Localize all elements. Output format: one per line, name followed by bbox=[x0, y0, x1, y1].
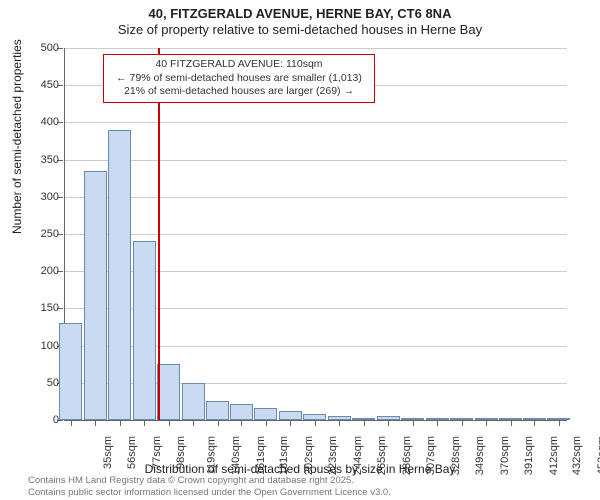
histogram-bar bbox=[279, 411, 302, 420]
x-tick bbox=[559, 420, 560, 426]
histogram-bar bbox=[182, 383, 205, 420]
y-tick-label: 0 bbox=[23, 414, 59, 426]
gridline bbox=[65, 160, 567, 161]
footer-line-1: Contains HM Land Registry data © Crown c… bbox=[28, 475, 391, 486]
chart-plot-area: 05010015020025030035040045050035sqm56sqm… bbox=[64, 48, 567, 421]
histogram-bar bbox=[108, 130, 131, 420]
x-tick bbox=[511, 420, 512, 426]
footer-attribution: Contains HM Land Registry data © Crown c… bbox=[28, 475, 391, 498]
x-tick bbox=[364, 420, 365, 426]
x-tick bbox=[169, 420, 170, 426]
x-axis-title: Distribution of semi-detached houses by … bbox=[0, 462, 600, 476]
gridline bbox=[65, 122, 567, 123]
y-tick-label: 500 bbox=[23, 42, 59, 54]
annotation-line1: 40 FITZGERALD AVENUE: 110sqm bbox=[110, 58, 368, 72]
gridline bbox=[65, 197, 567, 198]
chart-title-block: 40, FITZGERALD AVENUE, HERNE BAY, CT6 8N… bbox=[0, 0, 600, 37]
x-tick bbox=[388, 420, 389, 426]
gridline bbox=[65, 234, 567, 235]
y-tick-label: 450 bbox=[23, 79, 59, 91]
y-tick-label: 200 bbox=[23, 265, 59, 277]
annotation-line2: ← 79% of semi-detached houses are smalle… bbox=[110, 72, 368, 86]
x-tick bbox=[315, 420, 316, 426]
x-tick bbox=[218, 420, 219, 426]
x-tick bbox=[437, 420, 438, 426]
x-tick bbox=[486, 420, 487, 426]
y-tick-label: 250 bbox=[23, 228, 59, 240]
x-tick bbox=[144, 420, 145, 426]
annotation-line3: 21% of semi-detached houses are larger (… bbox=[110, 85, 368, 99]
x-tick bbox=[413, 420, 414, 426]
x-tick bbox=[290, 420, 291, 426]
histogram-bar bbox=[230, 404, 253, 420]
histogram-bar bbox=[254, 408, 277, 420]
x-tick bbox=[534, 420, 535, 426]
y-axis-title: Number of semi-detached properties bbox=[10, 39, 24, 234]
title-line-1: 40, FITZGERALD AVENUE, HERNE BAY, CT6 8N… bbox=[0, 6, 600, 21]
histogram-bar bbox=[133, 241, 156, 420]
annotation-box: 40 FITZGERALD AVENUE: 110sqm← 79% of sem… bbox=[103, 54, 375, 103]
x-tick bbox=[71, 420, 72, 426]
property-marker-line bbox=[158, 48, 160, 420]
histogram-bar bbox=[84, 171, 107, 420]
x-tick bbox=[241, 420, 242, 426]
title-line-2: Size of property relative to semi-detach… bbox=[0, 22, 600, 37]
x-tick bbox=[339, 420, 340, 426]
y-tick-label: 400 bbox=[23, 116, 59, 128]
x-tick bbox=[193, 420, 194, 426]
y-tick-label: 50 bbox=[23, 377, 59, 389]
y-tick-label: 350 bbox=[23, 154, 59, 166]
y-tick-label: 100 bbox=[23, 340, 59, 352]
y-tick-label: 300 bbox=[23, 191, 59, 203]
x-tick bbox=[266, 420, 267, 426]
gridline bbox=[65, 48, 567, 49]
y-tick-label: 150 bbox=[23, 302, 59, 314]
histogram-bar bbox=[206, 401, 229, 420]
footer-line-2: Contains public sector information licen… bbox=[28, 487, 391, 498]
x-tick bbox=[120, 420, 121, 426]
histogram-bar bbox=[59, 323, 82, 420]
x-tick bbox=[95, 420, 96, 426]
x-tick bbox=[462, 420, 463, 426]
histogram-bar bbox=[157, 364, 180, 420]
